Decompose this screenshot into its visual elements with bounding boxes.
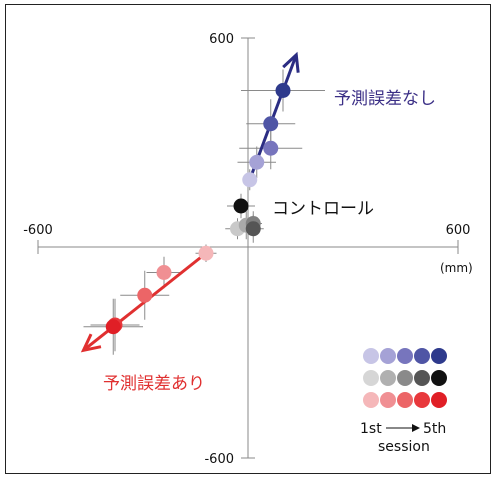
legend: 1st 5th session	[360, 348, 447, 455]
legend-session-label: session	[378, 439, 430, 455]
figure-frame	[5, 4, 491, 474]
x-tick-label-max: 600	[446, 223, 471, 238]
legend-swatch-control-2	[380, 370, 396, 386]
series-label-no-error: 予測誤差なし	[334, 89, 436, 109]
legend-arrow-head	[412, 424, 420, 432]
legend-swatches	[363, 348, 447, 408]
series-with-error	[80, 244, 217, 355]
trend-arrow-head-no-error	[282, 51, 300, 73]
legend-swatch-with-error-4	[414, 392, 430, 408]
point-control-session-5	[233, 198, 249, 214]
series-layer	[80, 51, 325, 355]
legend-to-label: 5th	[423, 421, 446, 437]
y-tick-label-max: 600	[209, 32, 234, 47]
legend-swatch-control-4	[414, 370, 430, 386]
series-no-error	[237, 51, 325, 191]
point-with-error-session-2	[156, 265, 172, 280]
point-with-error-session-5	[105, 319, 121, 335]
legend-swatch-no-error-2	[380, 348, 396, 364]
point-no-error-session-4	[263, 116, 279, 132]
point-no-error-session-5	[275, 83, 291, 98]
axis-unit-label: (mm)	[440, 261, 473, 275]
point-no-error-session-1	[242, 172, 258, 188]
series-label-control: コントロール	[272, 199, 374, 219]
legend-swatch-with-error-2	[380, 392, 396, 408]
legend-swatch-no-error-4	[414, 348, 430, 364]
legend-swatch-no-error-5	[431, 348, 447, 364]
legend-from-label: 1st	[360, 421, 382, 437]
point-no-error-session-3	[263, 140, 279, 156]
legend-swatch-no-error-1	[363, 348, 379, 364]
point-control-session-4	[245, 221, 261, 237]
series-control	[225, 193, 264, 243]
legend-swatch-control-1	[363, 370, 379, 386]
point-with-error-session-1	[198, 245, 214, 261]
legend-swatch-no-error-3	[397, 348, 413, 364]
legend-swatch-with-error-5	[431, 392, 447, 408]
y-tick-label-min: -600	[204, 452, 234, 467]
legend-swatch-control-3	[397, 370, 413, 386]
legend-swatch-with-error-3	[397, 392, 413, 408]
axes	[37, 37, 459, 459]
legend-swatch-with-error-1	[363, 392, 379, 408]
point-no-error-session-2	[249, 154, 265, 170]
legend-swatch-control-5	[431, 370, 447, 386]
point-with-error-session-3	[137, 287, 153, 303]
trend-arrow-head-with-error	[80, 333, 102, 353]
series-label-with-error: 予測誤差あり	[103, 374, 205, 394]
x-tick-label-min: -600	[23, 223, 53, 238]
